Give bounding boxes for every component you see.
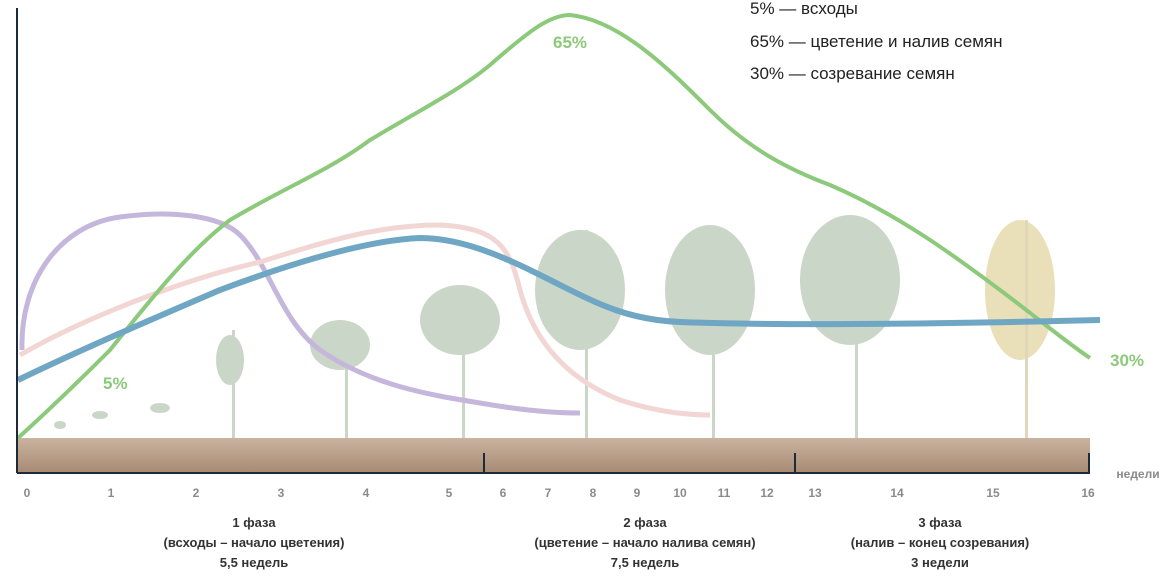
week-label: 14	[890, 486, 904, 500]
phases: 1 фаза (всходы – начало цветения) 5,5 неде…	[164, 515, 1030, 570]
week-label: 15	[986, 486, 1000, 500]
phase-range: (налив – конец созревания)	[851, 535, 1030, 550]
week-label: 6	[500, 486, 507, 500]
week-label: 4	[363, 486, 370, 500]
phase-range: (всходы – начало цветения)	[164, 535, 345, 550]
legend-item: 30% — созревание семян	[750, 64, 955, 83]
phase-title: 3 фаза	[918, 515, 962, 530]
curve-label: 30%	[1110, 351, 1144, 370]
week-label: 3	[278, 486, 285, 500]
curve-pink	[18, 222, 711, 418]
curve-lavender	[19, 211, 581, 416]
week-label: 11	[718, 486, 731, 500]
legend-item: 65% — цветение и налив семян	[750, 32, 1003, 51]
week-label: 12	[760, 486, 774, 500]
week-label: 0	[24, 486, 31, 500]
curve-label: 5%	[103, 374, 128, 393]
soil	[17, 438, 1090, 473]
curve-green	[16, 12, 1092, 440]
week-labels: 0 1 2 3 4 5 6 7 8 9 10 11 12 13 14 15 16	[24, 486, 1095, 500]
week-label: 7	[545, 486, 552, 500]
curve-blue	[16, 234, 1101, 383]
week-label: 5	[446, 486, 453, 500]
curve-label: 65%	[553, 33, 587, 52]
legend-item: 5% — всходы	[750, 0, 858, 18]
week-label: 13	[808, 486, 822, 500]
phase-range: (цветение – начало налива семян)	[534, 535, 755, 550]
phase-duration: 3 недели	[911, 555, 969, 570]
week-label: 10	[673, 486, 687, 500]
week-label: 1	[108, 486, 115, 500]
week-label: 16	[1081, 486, 1095, 500]
phase-duration: 5,5 недель	[220, 555, 289, 570]
phase-duration: 7,5 недель	[611, 555, 680, 570]
week-label: 8	[590, 486, 597, 500]
week-label: 9	[634, 486, 641, 500]
axis-label: недели	[1116, 467, 1159, 481]
week-label: 2	[193, 486, 200, 500]
plants	[54, 215, 1055, 440]
phase-title: 2 фаза	[623, 515, 667, 530]
phase-title: 1 фаза	[232, 515, 276, 530]
